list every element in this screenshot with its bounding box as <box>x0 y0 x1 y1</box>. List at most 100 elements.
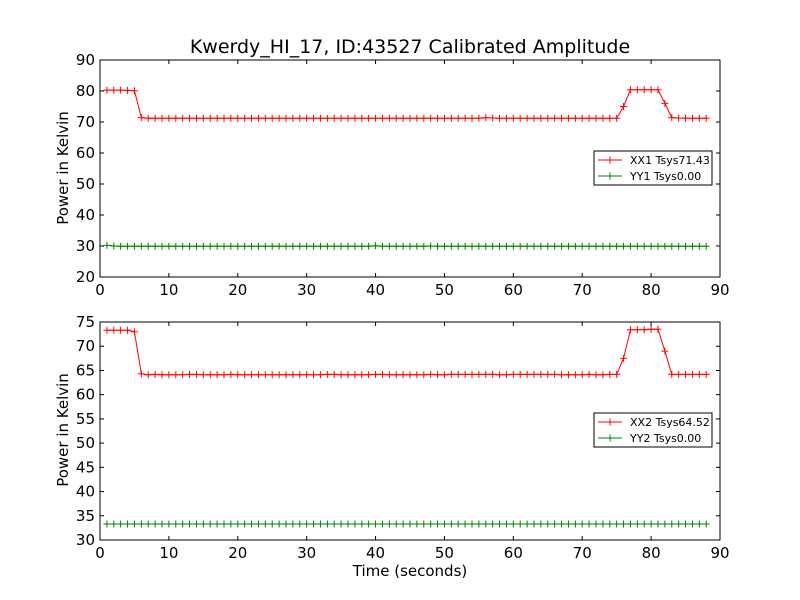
top-plot-series-1-point <box>695 114 703 122</box>
bottom-plot-xtick-label: 50 <box>435 544 454 562</box>
bottom-plot-series-1-point <box>544 370 552 378</box>
top-plot-series-1-point <box>502 114 510 122</box>
bottom-plot-series-1-point <box>268 371 276 379</box>
top-plot-series-1-point <box>440 114 448 122</box>
bottom-plot-series-2-point <box>296 520 304 528</box>
bottom-plot-series-2-point <box>130 520 138 528</box>
bottom-plot-series-1-point <box>254 371 262 379</box>
top-plot-series-1-point <box>420 114 428 122</box>
bottom-plot: Power in Kelvin Time (seconds) 0 10 20 30 40… <box>54 313 730 580</box>
top-plot-series-2-point <box>564 242 572 250</box>
top-plot-series-1-point <box>578 114 586 122</box>
top-plot-series-1-point <box>206 114 214 122</box>
bottom-plot-series-2-point <box>509 520 517 528</box>
bottom-plot-legend-label-1: XX2 Tsys64.52 <box>630 416 710 429</box>
bottom-plot-series-1-point <box>337 371 345 379</box>
top-plot-series-1-point <box>537 114 545 122</box>
bottom-plot-series-1-point <box>248 371 256 379</box>
top-plot-ytick-label: 90 <box>76 51 95 69</box>
bottom-plot-series-2-point <box>537 520 545 528</box>
top-plot-series-2-point <box>399 242 407 250</box>
top-plot-series-2-point <box>613 242 621 250</box>
top-plot-series-2-point <box>199 242 207 250</box>
top-plot-series-2-point <box>447 242 455 250</box>
bottom-plot-series-2-point <box>530 520 538 528</box>
top-plot-legend-box <box>593 150 713 186</box>
bottom-plot-series-1-point <box>358 371 366 379</box>
top-plot-series-1-point <box>427 114 435 122</box>
top-plot-series-1-point <box>509 114 517 122</box>
top-plot-series-2-point <box>413 242 421 250</box>
top-plot-series-2-point <box>606 242 614 250</box>
bottom-plot-series-2-point <box>227 520 235 528</box>
top-plot-ytick-label: 50 <box>76 175 95 193</box>
bottom-plot-series-2-point <box>440 520 448 528</box>
top-plot-series-2-point <box>117 242 125 250</box>
bottom-plot-series-1-point <box>578 371 586 379</box>
bottom-plot-series-2-point <box>248 520 256 528</box>
bottom-plot-series-1-point <box>482 370 490 378</box>
bottom-plot-series-1-point <box>675 370 683 378</box>
bottom-plot-series-2-point <box>365 520 373 528</box>
bottom-plot-ylabel: Power in Kelvin <box>54 373 72 487</box>
top-plot-series-2-point <box>241 242 249 250</box>
top-plot-series-2-point <box>227 242 235 250</box>
top-plot-series-1-point <box>275 114 283 122</box>
bottom-plot-ytick-label: 50 <box>76 434 95 452</box>
top-plot-series-2-point <box>668 242 676 250</box>
bottom-plot-series-1-point <box>537 370 545 378</box>
bottom-plot-series-2-point <box>378 520 386 528</box>
bottom-plot-xtick-label: 0 <box>95 544 105 562</box>
bottom-plot-legend-marker-1 <box>606 418 614 426</box>
bottom-plot-series-1-point <box>199 371 207 379</box>
bottom-plot-series-1-point <box>241 371 249 379</box>
bottom-plot-ytick-label: 70 <box>76 337 95 355</box>
bottom-plot-series-2-point <box>633 520 641 528</box>
bottom-plot-xtick-label: 90 <box>710 544 729 562</box>
bottom-plot-series-1-point <box>365 371 373 379</box>
top-plot-xtick-label: 80 <box>642 281 661 299</box>
top-plot-series-2-point <box>544 242 552 250</box>
top-plot-series-2-point <box>468 242 476 250</box>
bottom-plot-series-1-point <box>289 371 297 379</box>
bottom-plot-series-1-point <box>420 371 428 379</box>
bottom-plot-series-2-point <box>496 520 504 528</box>
bottom-plot-xtick-label: 60 <box>504 544 523 562</box>
top-plot-series-1-point <box>399 114 407 122</box>
top-plot-series-1-point <box>199 114 207 122</box>
top-plot-series-2-point <box>144 242 152 250</box>
bottom-plot-series-2-point <box>551 520 559 528</box>
bottom-plot-series-1-point <box>516 370 524 378</box>
bottom-plot-series-2-point <box>124 520 132 528</box>
bottom-plot-series-1-point <box>585 370 593 378</box>
top-plot-ytick-label: 20 <box>76 268 95 286</box>
top-plot-ylabel: Power in Kelvin <box>54 111 72 225</box>
bottom-plot-series-1-point <box>310 371 318 379</box>
top-plot-series-1-point <box>682 114 690 122</box>
top-plot-series-1-point <box>461 114 469 122</box>
bottom-plot-series-2-point <box>454 520 462 528</box>
top-plot-xtick-label: 30 <box>297 281 316 299</box>
bottom-plot-xtick-label: 40 <box>366 544 385 562</box>
top-plot-series-2-point <box>675 242 683 250</box>
bottom-plot-series-2-point <box>117 520 125 528</box>
bottom-plot-series-2-point <box>668 520 676 528</box>
top-plot-series-1-point <box>110 86 118 94</box>
top-plot-xtick-label: 0 <box>95 281 105 299</box>
bottom-plot-series-1-point <box>344 371 352 379</box>
top-plot-series-1-point <box>592 114 600 122</box>
top-plot-series-1-point <box>282 114 290 122</box>
top-plot-series-2-point <box>234 242 242 250</box>
bottom-plot-series-2-point <box>482 520 490 528</box>
bottom-plot-series-2-point <box>275 520 283 528</box>
bottom-plot-series-1-point <box>399 371 407 379</box>
top-plot-series-2-point <box>537 242 545 250</box>
bottom-plot-series-2-point <box>571 520 579 528</box>
bottom-plot-series-1-point <box>117 326 125 334</box>
bottom-plot-series-1-point <box>606 370 614 378</box>
bottom-plot-ytick-label: 75 <box>76 313 95 331</box>
top-plot-series-1-point <box>599 114 607 122</box>
top-plot-series-2-point <box>385 242 393 250</box>
